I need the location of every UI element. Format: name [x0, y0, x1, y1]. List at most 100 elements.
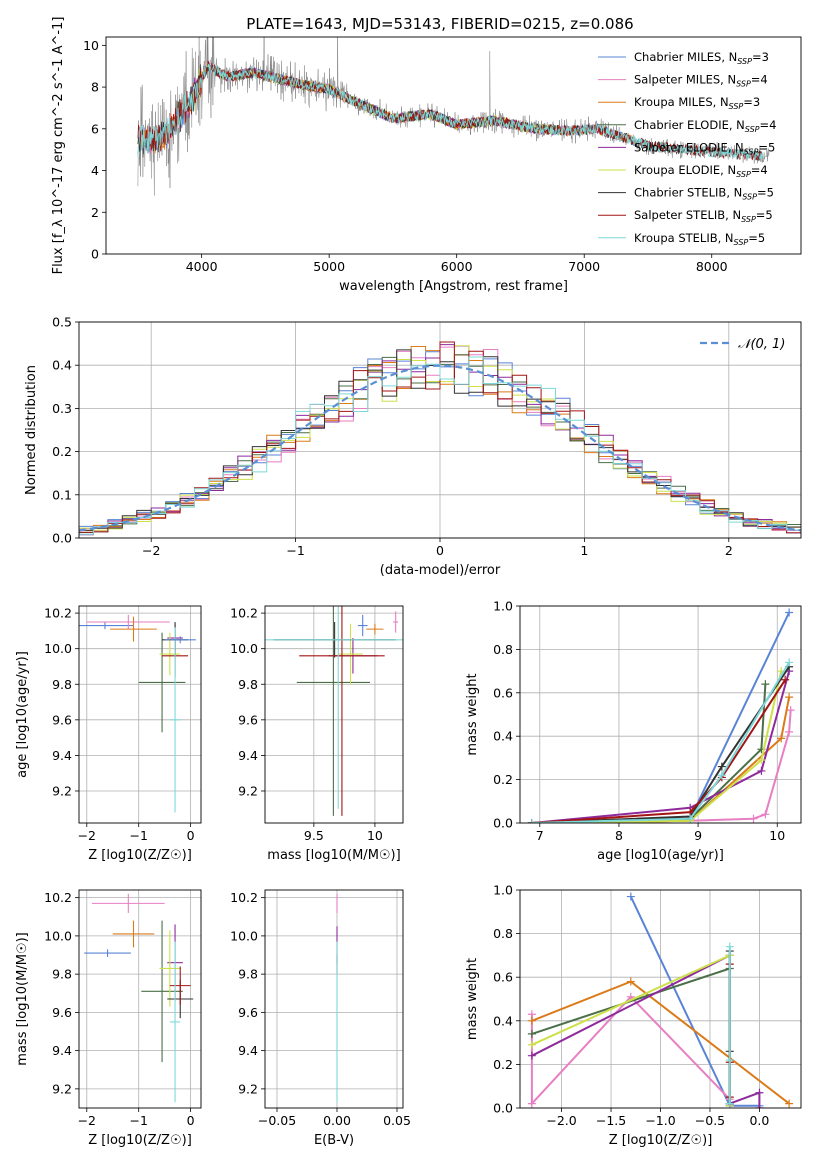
y-tick-label: 1.0: [493, 883, 513, 898]
legend-label: Salpeter MILES, NSSP=4: [634, 73, 768, 89]
legend-label: Chabrier ELODIE, NSSP=4: [634, 118, 776, 134]
plot-area: [265, 606, 403, 816]
data-point-marker: [786, 706, 795, 715]
x-tick-label: 8000: [696, 259, 728, 274]
x-tick-label: −0.05: [258, 1113, 296, 1128]
y-tick-label: 0.4: [52, 358, 72, 373]
data-point-marker: [717, 762, 726, 771]
x-axis-label: E(B-V): [314, 1133, 354, 1148]
x-tick-label: 1: [580, 543, 588, 558]
y-tick-label: 9.4: [52, 748, 72, 763]
legend-label: Kroupa ELODIE, NSSP=4: [634, 163, 768, 179]
x-tick-label: 0.00: [323, 1113, 351, 1128]
x-tick-label: −1.0: [645, 1113, 675, 1128]
x-axis-label: Z [log10(Z/Z☉)]: [88, 848, 192, 863]
x-tick-label: 0: [436, 543, 444, 558]
x-tick-label: 2: [725, 543, 733, 558]
y-tick-label: 8: [91, 80, 99, 95]
data-point-marker: [785, 608, 794, 617]
histogram-steps: [79, 356, 801, 538]
y-tick-label: 10.2: [230, 890, 258, 905]
x-tick-label: 6000: [441, 259, 473, 274]
data-point-marker: [725, 1099, 734, 1108]
y-tick-label: 10.0: [230, 641, 258, 656]
mass-weight-line: [531, 666, 790, 823]
normal-reference-curve: [79, 364, 801, 532]
data-point-marker: [755, 1104, 764, 1108]
x-axis-label: Z [log10(Z/Z☉)]: [609, 1133, 713, 1148]
x-tick-label: −2: [78, 828, 96, 843]
data-point-marker: [527, 1099, 536, 1108]
panel-mass_weight_vs_age: 7 8 9 10 0.0 0.2 0.4 0.6 0.8 1.0 age [log10(age/yr…: [465, 599, 802, 863]
data-point-marker: [686, 814, 695, 823]
panel-age_vs_mass: 9.5 10 9.2 9.4 9.6 9.8 10.0 10.2 mass [log10(M/M…: [230, 605, 404, 863]
y-tick-label: 0: [91, 247, 99, 262]
x-tick-label: 4000: [186, 259, 218, 274]
data-point-marker: [725, 942, 734, 951]
x-tick-label: −1: [129, 1113, 147, 1128]
axes-frame: [519, 605, 802, 824]
x-axis-label: mass [log10(M/M☉)]: [267, 848, 400, 863]
x-tick-label: −1.5: [596, 1113, 626, 1128]
y-axis-label: Flux [f_λ 10^-17 erg cm^-2 s^-1 A^-1]: [51, 17, 66, 275]
axes-frame: [78, 889, 202, 1109]
y-tick-label: 10.2: [44, 606, 72, 621]
legend-label: Chabrier STELIB, NSSP=5: [634, 186, 774, 202]
y-tick-label: 2: [91, 205, 99, 220]
panel-residuals: −2 −1 0 1 2 0.0 0.1 0.2 0.3 0.4 0.5 (data-model)/er…: [24, 315, 802, 578]
x-axis-label: (data-model)/error: [380, 563, 501, 578]
y-axis-label: Normed distribution: [24, 365, 39, 495]
mass-weight-line: [629, 896, 760, 1107]
x-tick-label: 8: [615, 828, 623, 843]
mass-weight-line: [531, 953, 761, 1108]
axes-frame: [78, 605, 202, 824]
y-tick-label: 9.6: [52, 1005, 72, 1020]
y-tick-label: 9.2: [238, 1081, 258, 1096]
y-tick-label: 9.2: [52, 1081, 72, 1096]
data-point-marker: [785, 727, 794, 736]
axes-frame: [264, 605, 404, 824]
y-tick-label: 10.2: [44, 890, 72, 905]
data-point-marker: [785, 1099, 794, 1108]
legend-label: 𝒩(0, 1): [738, 337, 785, 352]
plot-area: [79, 341, 801, 538]
x-tick-label: 7000: [568, 259, 600, 274]
x-tick-label: 9: [694, 828, 702, 843]
x-axis-label: Z [log10(Z/Z☉)]: [88, 1133, 192, 1148]
x-tick-label: −2: [142, 543, 160, 558]
x-tick-label: 5000: [313, 259, 345, 274]
y-tick-label: 9.2: [238, 783, 258, 798]
panel-mass_weight_vs_Z: −2.0 −1.5 −1.0 −0.5 0.0 0.0 0.2 0.4 0.6 0.8 1.0 Z […: [465, 883, 802, 1148]
data-point-marker: [527, 1029, 536, 1038]
y-axis-label: mass weight: [465, 958, 480, 1040]
y-tick-label: 0.6: [493, 970, 513, 985]
x-tick-label: −0.5: [695, 1113, 725, 1128]
y-tick-label: 0.6: [493, 685, 513, 700]
x-tick-label: 7: [536, 828, 544, 843]
mass-weight-line: [531, 710, 792, 823]
legend-label: Kroupa STELIB, NSSP=5: [634, 231, 765, 247]
x-tick-label: 0: [187, 828, 195, 843]
data-point-marker: [761, 680, 770, 689]
x-tick-label: −2.0: [546, 1113, 576, 1128]
y-tick-label: 0.0: [493, 1101, 513, 1116]
y-tick-label: 10: [83, 38, 99, 53]
y-tick-label: 0.2: [493, 1057, 513, 1072]
y-tick-label: 0.0: [52, 531, 72, 546]
x-tick-label: −2: [78, 1113, 96, 1128]
data-point-marker: [785, 658, 794, 667]
data-point-marker: [717, 771, 726, 780]
legend: Chabrier MILES, NSSP=3 Salpeter MILES, NS…: [598, 50, 776, 247]
y-tick-label: 0.8: [493, 926, 513, 941]
data-point-marker: [626, 892, 635, 901]
mass-weight-line: [531, 661, 790, 823]
data-point-marker: [527, 1016, 536, 1025]
data-point-marker: [785, 693, 794, 702]
legend-label: Chabrier MILES, NSSP=3: [634, 50, 769, 66]
y-tick-label: 0.2: [493, 772, 513, 787]
data-point-marker: [777, 734, 786, 743]
y-tick-label: 10.2: [230, 606, 258, 621]
plot-area: [527, 608, 795, 823]
model-spectrum-line: [137, 60, 764, 161]
